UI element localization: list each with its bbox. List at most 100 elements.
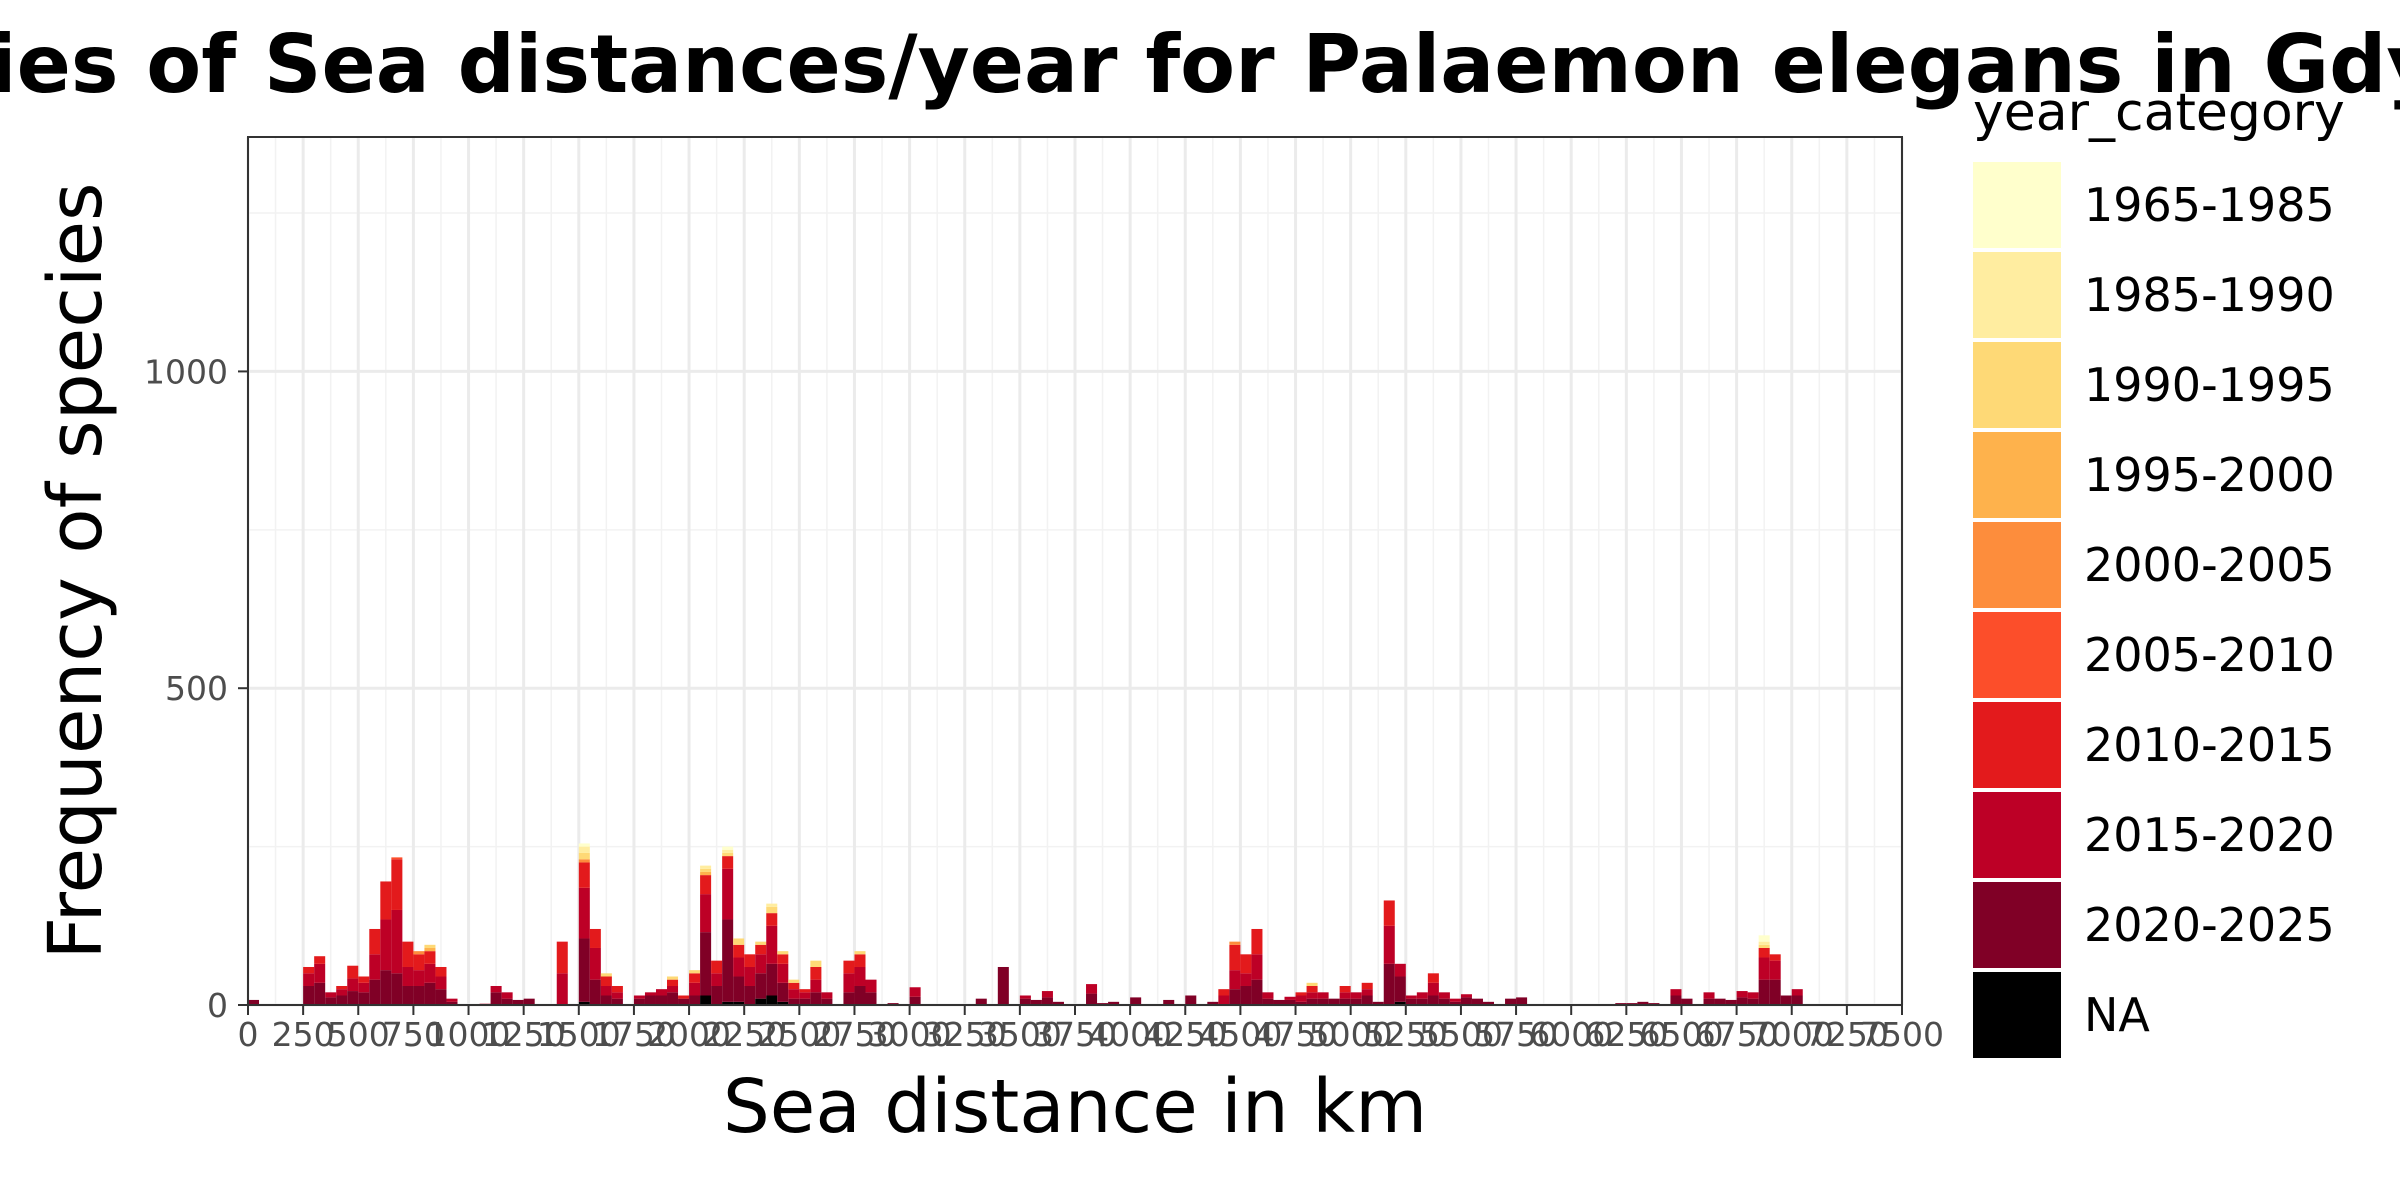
bar-segment (358, 992, 370, 1005)
bar-segment (689, 995, 701, 1005)
bar-segment (600, 976, 612, 986)
bar-segment (700, 995, 712, 1005)
bar-segment (777, 1001, 789, 1005)
bar-segment (303, 973, 315, 986)
bar-segment (347, 991, 359, 1005)
bar-segment (1703, 998, 1715, 1005)
bar-segment (1019, 998, 1031, 1005)
bar-segment (1427, 995, 1439, 1005)
bar-segment (1218, 995, 1230, 1005)
bar-segment (854, 951, 866, 955)
bar-segment (523, 998, 535, 1005)
bar-segment (512, 999, 524, 1005)
y-axis-title: Frequency of species (33, 182, 119, 959)
legend-title: year_category (1973, 83, 2345, 143)
bar-segment (1251, 954, 1263, 980)
bar-segment (711, 960, 723, 974)
bar-segment (1780, 995, 1792, 1005)
x-tick-label: 7250 (1805, 1015, 1889, 1054)
x-tick-label: 5250 (1364, 1015, 1448, 1054)
bar-segment (1262, 998, 1274, 1005)
bar-segment (1262, 992, 1274, 999)
bar-segment (766, 903, 778, 907)
bar-segment (722, 849, 734, 853)
bar-segment (501, 998, 513, 1005)
x-tick-label: 0 (238, 1015, 259, 1054)
bar-segment (1295, 995, 1307, 1002)
bar-segment (1670, 995, 1682, 1005)
bar-segment (1086, 993, 1098, 1005)
bar-segment (733, 938, 745, 945)
bar-segment (689, 973, 701, 983)
x-tick-label: 250 (272, 1015, 335, 1054)
bar-segment (578, 846, 590, 853)
bar-segment (1306, 998, 1318, 1005)
legend-swatch (1973, 882, 2061, 968)
bar-segment (424, 944, 436, 948)
bar-segment (303, 985, 315, 1005)
bar-segment (336, 985, 348, 990)
bar-segment (975, 998, 987, 1005)
bar-segment (1383, 925, 1395, 964)
x-tick-label: 5000 (1309, 1015, 1393, 1054)
bar-segment (490, 992, 502, 1005)
bar-segment (1240, 985, 1252, 1005)
y-tick-label: 500 (165, 669, 228, 708)
bar-segment (1350, 998, 1362, 1005)
bar-segment (556, 941, 568, 974)
bar-segment (644, 992, 656, 996)
x-tick-label: 2750 (812, 1015, 896, 1054)
bar-segment (1747, 998, 1759, 1005)
bars (248, 843, 1803, 1005)
bar-segment (1185, 995, 1197, 1005)
bar-segment (413, 970, 425, 986)
bar-segment (1736, 991, 1748, 998)
bar-segment (424, 963, 436, 983)
bar-segment (578, 887, 590, 939)
bar-segment (347, 965, 359, 979)
bar-segment (1427, 973, 1439, 983)
x-tick-label: 6250 (1584, 1015, 1668, 1054)
legend-swatch (1973, 972, 2061, 1058)
bar-segment (644, 995, 656, 1005)
bar-segment (909, 996, 921, 1005)
bar-segment (700, 865, 712, 869)
bar-segment (1758, 957, 1770, 980)
bar-segment (336, 995, 348, 1005)
bar-segment (711, 985, 723, 1005)
bar-segment (1163, 999, 1175, 1005)
bar-segment (1052, 1001, 1064, 1005)
bar-segment (1769, 979, 1781, 1005)
bar-segment (589, 928, 601, 948)
bar-segment (1284, 999, 1296, 1005)
bar-segment (413, 951, 425, 955)
bar-segment (1306, 985, 1318, 993)
bar-segment (766, 913, 778, 926)
bar-segment (435, 989, 447, 1005)
bar-segment (1725, 999, 1737, 1005)
bar-segment (810, 966, 822, 980)
bar-segment (667, 992, 679, 1005)
bar-segment (843, 973, 855, 993)
bar-segment (810, 992, 822, 1005)
bar-segment (810, 960, 822, 967)
bar-segment (490, 985, 502, 993)
bar-segment (391, 909, 403, 974)
legend-label: 2010-2015 (2084, 718, 2335, 772)
bar-segment (1317, 992, 1329, 999)
bar-segment (1372, 1001, 1384, 1005)
x-tick-label: 500 (327, 1015, 390, 1054)
legend-swatch (1973, 522, 2061, 608)
bar-segment (1383, 900, 1395, 926)
bar-segment (689, 982, 701, 996)
bar-segment (347, 978, 359, 992)
legend-label: 1990-1995 (2084, 358, 2335, 412)
bar-segment (1427, 982, 1439, 996)
x-tick-label: 1750 (592, 1015, 676, 1054)
legend-label: 2000-2005 (2084, 538, 2335, 592)
bar-segment (556, 973, 568, 1005)
bar-segment (788, 979, 800, 983)
bar-segment (700, 932, 712, 996)
bar-segment (689, 970, 701, 974)
